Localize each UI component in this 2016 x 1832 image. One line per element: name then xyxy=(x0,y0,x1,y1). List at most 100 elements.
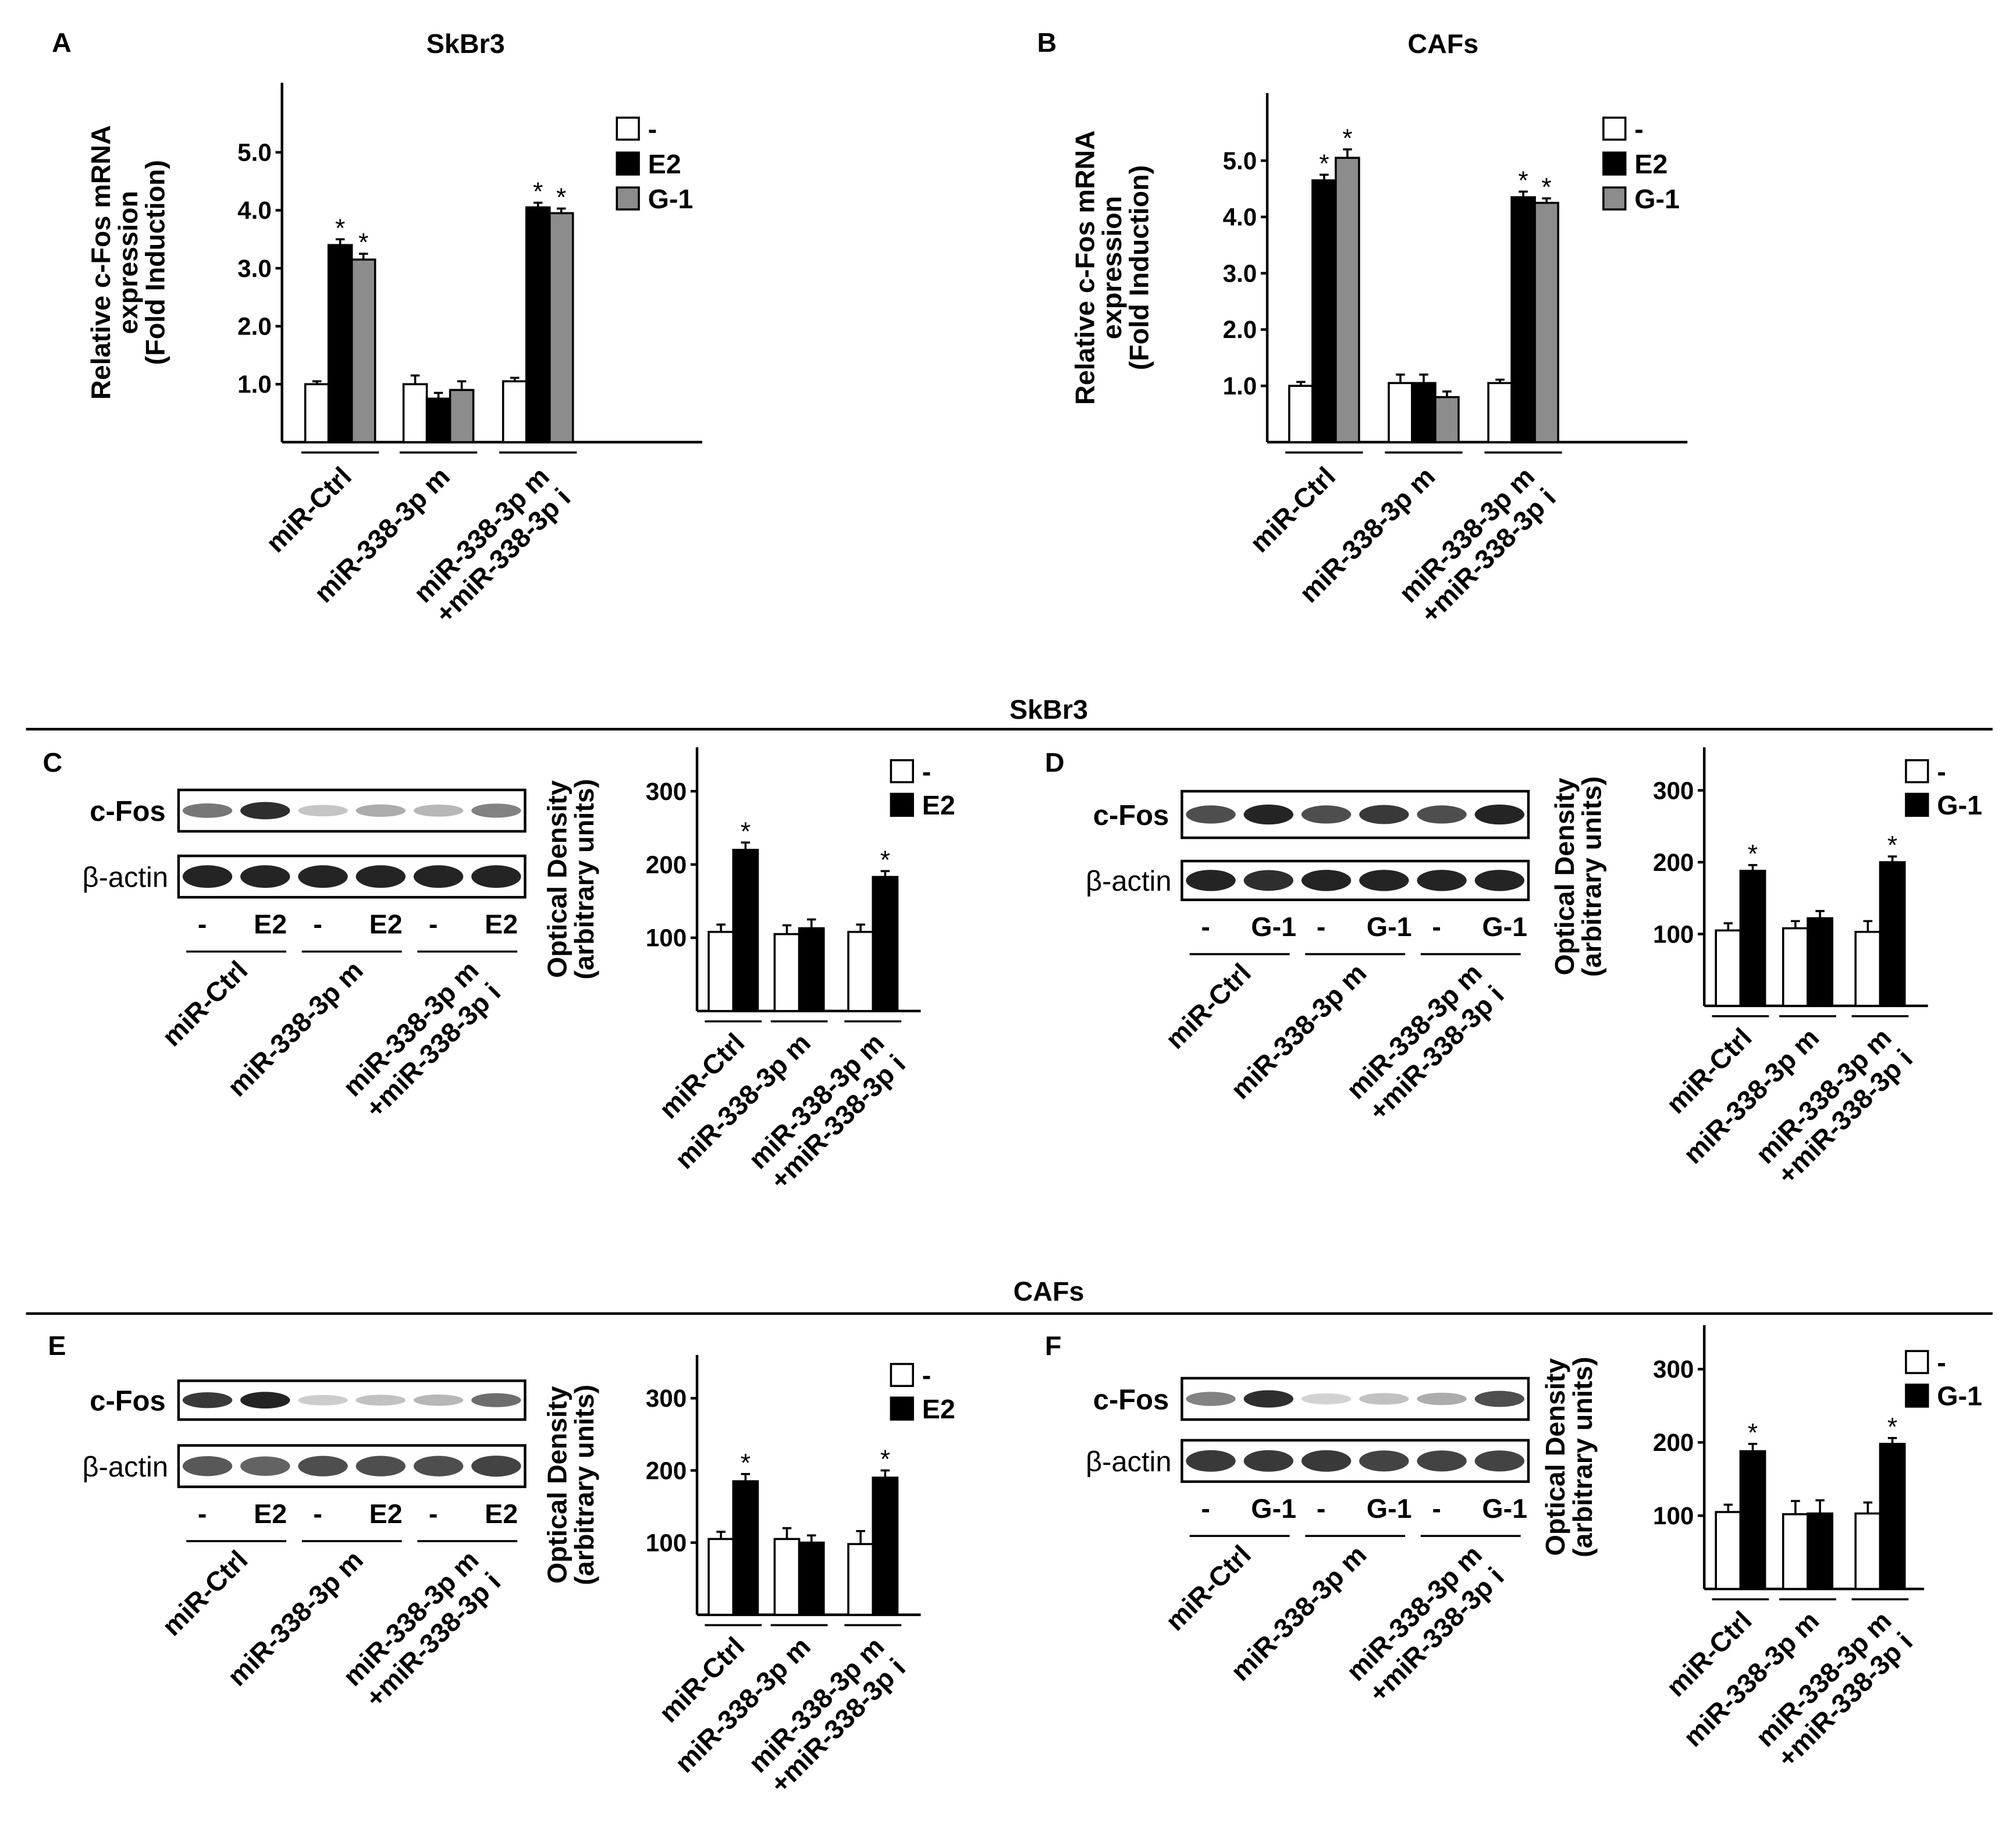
legend-swatch xyxy=(1602,151,1627,176)
significance-mark: * xyxy=(880,846,890,874)
blot-band xyxy=(1243,1390,1293,1408)
blot-band xyxy=(471,865,521,888)
lane-label: G-1 xyxy=(1482,1493,1527,1524)
blot-band xyxy=(240,802,290,820)
panel-letter-a: A xyxy=(52,27,72,58)
blot-band xyxy=(355,804,406,817)
section-title-cafs: CAFs xyxy=(1014,1276,1085,1307)
blot-band xyxy=(1417,1450,1467,1472)
bar xyxy=(798,927,825,1012)
bar xyxy=(425,397,451,443)
panel-letter-e: E xyxy=(48,1331,66,1361)
bar xyxy=(1335,156,1360,443)
legend-swatch xyxy=(1905,759,1929,784)
blot-band xyxy=(182,865,233,888)
blot-band xyxy=(1186,1392,1236,1406)
y-tick-label: 200 xyxy=(646,851,687,878)
y-tick-label: 4.0 xyxy=(1223,204,1257,231)
legend-swatch xyxy=(1602,116,1627,141)
legend-label: - xyxy=(648,114,657,144)
bar xyxy=(1487,382,1513,443)
bar xyxy=(732,849,759,1012)
blot-frame xyxy=(177,788,527,833)
blot-band xyxy=(1359,1450,1409,1472)
bar xyxy=(872,876,899,1012)
legend-swatch xyxy=(1905,1383,1929,1408)
actin-strip xyxy=(177,1444,527,1488)
legend-swatch xyxy=(616,151,640,176)
cfos-label: c-Fos xyxy=(90,796,165,827)
blot-band xyxy=(471,803,521,818)
significance-mark: * xyxy=(1887,831,1897,860)
bar xyxy=(1739,870,1766,1007)
y-axis-label: Optical Density xyxy=(542,780,573,978)
bar xyxy=(1388,382,1413,443)
bar xyxy=(1879,1443,1906,1590)
lane-label: - xyxy=(313,1499,322,1529)
legend-label: - xyxy=(1634,114,1644,144)
y-tick-label: 100 xyxy=(646,1529,687,1556)
y-tick-label: 5.0 xyxy=(237,139,272,166)
bar xyxy=(502,380,528,443)
bar xyxy=(1782,927,1809,1007)
bar xyxy=(1807,917,1833,1007)
y-tick-label: 3.0 xyxy=(1223,259,1257,287)
lane-label: - xyxy=(429,909,438,940)
legend-swatch xyxy=(616,116,640,141)
lane-label: E2 xyxy=(369,909,403,940)
blot-group-label: miR-Ctrl xyxy=(157,1545,254,1642)
legend-label: G-1 xyxy=(648,184,694,214)
lane-label: - xyxy=(198,909,207,940)
bar xyxy=(1879,861,1906,1007)
actin-label: β-actin xyxy=(1086,1446,1172,1478)
blot-band xyxy=(1359,870,1409,891)
cfos-strip xyxy=(1181,1376,1530,1421)
blot-frame xyxy=(1181,1376,1530,1421)
bar xyxy=(1534,201,1559,443)
blot-group-label: miR-Ctrl xyxy=(1160,1539,1257,1637)
bar xyxy=(1782,1513,1809,1590)
significance-mark: * xyxy=(1887,1413,1897,1441)
y-axis-label: Optical Density xyxy=(1540,1358,1570,1556)
y-axis-label: Relative c-Fos mRNA xyxy=(1069,130,1100,405)
panel-letter-c: C xyxy=(43,748,63,778)
cfos-strip xyxy=(177,1379,527,1421)
blot-band xyxy=(413,1456,464,1477)
lane-label: - xyxy=(1201,1493,1210,1524)
bar xyxy=(1288,385,1314,443)
bar xyxy=(327,244,353,443)
significance-mark: * xyxy=(1518,166,1528,195)
y-tick-label: 3.0 xyxy=(237,255,272,282)
bar xyxy=(1715,929,1742,1007)
significance-mark: * xyxy=(335,214,345,243)
lane-label: E2 xyxy=(485,909,518,940)
cfos-strip xyxy=(177,788,527,833)
y-axis-label: (arbitrary units) xyxy=(1567,1357,1598,1557)
legend-label: - xyxy=(1937,756,1946,787)
actin-label: β-actin xyxy=(1086,866,1172,897)
bar xyxy=(548,212,574,443)
y-tick-label: 300 xyxy=(1653,777,1694,804)
significance-mark: * xyxy=(741,1449,751,1477)
blot-band xyxy=(1301,1450,1352,1472)
y-tick-label: 2.0 xyxy=(1223,316,1257,343)
blot-band xyxy=(1186,805,1236,824)
lane-label: G-1 xyxy=(1367,912,1412,942)
blot-band xyxy=(413,865,464,888)
y-axis-label: (arbitrary units) xyxy=(569,779,599,980)
y-tick-label: 300 xyxy=(1653,1356,1694,1383)
y-axis-label: (arbitrary units) xyxy=(569,1385,599,1585)
lane-label: G-1 xyxy=(1251,912,1296,942)
y-tick-label: 5.0 xyxy=(1223,147,1257,175)
bar xyxy=(798,1541,825,1616)
actin-strip xyxy=(177,854,527,899)
panel-letter-f: F xyxy=(1045,1331,1061,1361)
blot-band xyxy=(182,1392,233,1408)
blot-band xyxy=(298,1395,348,1406)
blot-group-label: miR-Ctrl xyxy=(157,955,254,1052)
